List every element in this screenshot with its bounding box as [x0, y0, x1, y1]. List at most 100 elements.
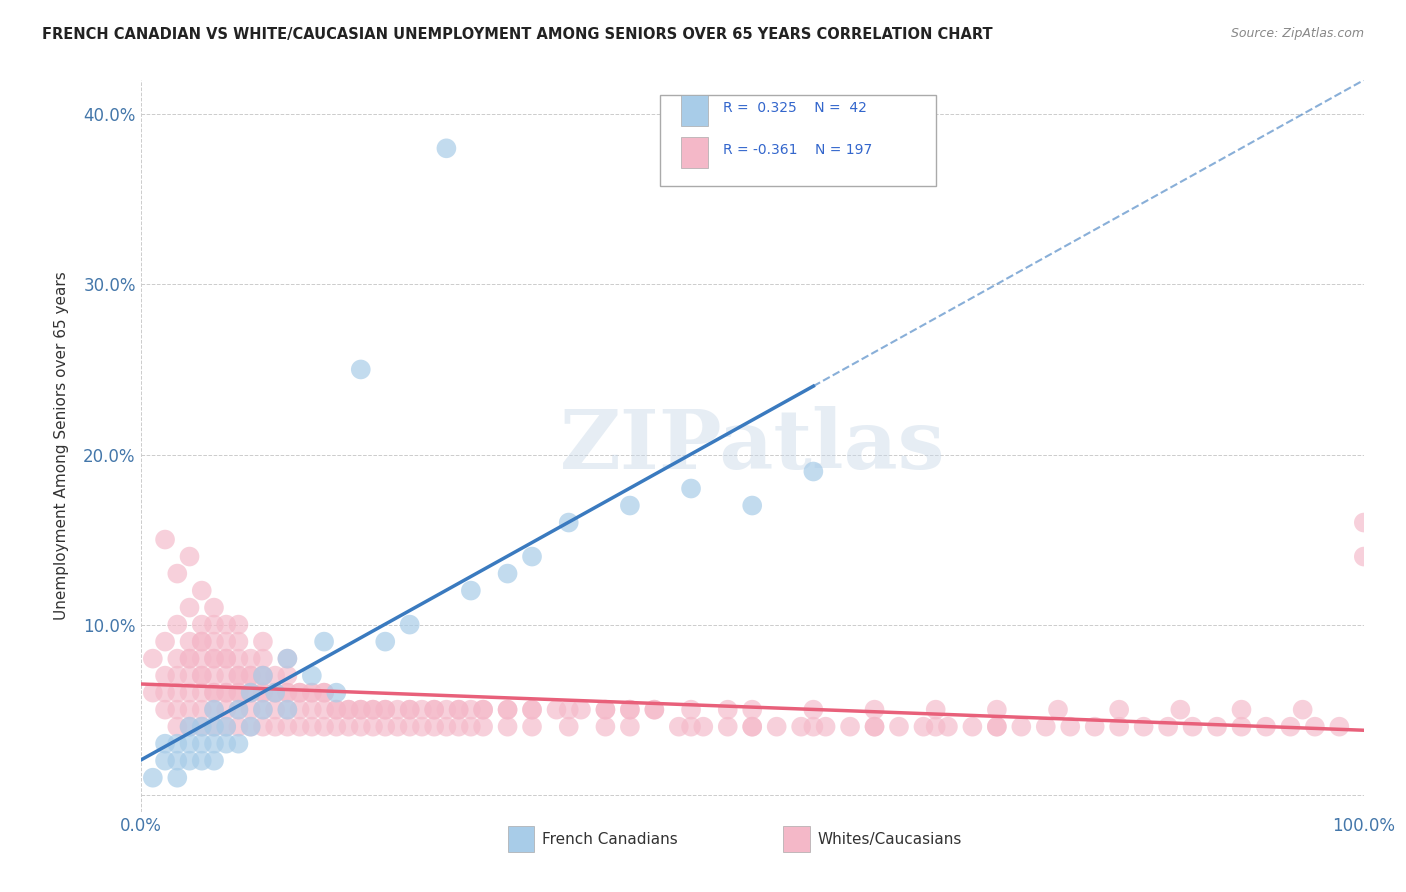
Point [276, 651, 298, 665]
Point [142, 771, 165, 785]
Point [717, 703, 740, 717]
Point [276, 686, 298, 700]
Point [361, 703, 384, 717]
Point [202, 600, 225, 615]
Point [153, 634, 176, 648]
Text: R =  0.325    N =  42: R = 0.325 N = 42 [723, 102, 866, 115]
Text: French Canadians: French Canadians [541, 831, 678, 847]
Point [741, 499, 763, 513]
Point [619, 720, 641, 734]
Point [1046, 703, 1069, 717]
Point [411, 720, 433, 734]
Point [398, 720, 420, 734]
Point [202, 651, 225, 665]
Point [986, 720, 1008, 734]
Point [619, 499, 641, 513]
Point [681, 720, 703, 734]
FancyBboxPatch shape [661, 95, 936, 186]
Point [153, 703, 176, 717]
Point [153, 686, 176, 700]
Point [1303, 720, 1326, 734]
Point [312, 703, 335, 717]
FancyBboxPatch shape [508, 826, 534, 852]
Point [398, 703, 420, 717]
Point [325, 703, 347, 717]
Point [228, 686, 250, 700]
Point [1279, 720, 1302, 734]
Text: Whites/Caucasians: Whites/Caucasians [817, 831, 962, 847]
Point [374, 703, 396, 717]
Point [166, 771, 188, 785]
Point [252, 686, 274, 700]
Point [312, 686, 335, 700]
Point [595, 703, 617, 717]
Point [191, 583, 214, 598]
Point [215, 720, 238, 734]
Point [839, 720, 862, 734]
Point [179, 634, 201, 648]
Point [447, 720, 470, 734]
Point [191, 737, 214, 751]
Point [595, 703, 617, 717]
Point [252, 686, 274, 700]
Point [215, 634, 238, 648]
Point [557, 720, 581, 734]
Point [252, 651, 274, 665]
Point [228, 720, 250, 734]
Point [350, 720, 373, 734]
Point [411, 703, 433, 717]
Point [681, 703, 703, 717]
Point [179, 703, 201, 717]
Point [1353, 549, 1375, 564]
Point [153, 668, 176, 682]
Point [153, 533, 176, 547]
Point [337, 720, 360, 734]
FancyBboxPatch shape [682, 95, 709, 126]
Point [228, 703, 250, 717]
Point [863, 720, 886, 734]
Point [423, 720, 446, 734]
Point [803, 465, 825, 479]
Point [325, 703, 347, 717]
Point [153, 754, 176, 768]
Point [619, 703, 641, 717]
Point [142, 651, 165, 665]
Point [301, 668, 323, 682]
Point [264, 686, 287, 700]
Point [643, 703, 665, 717]
Point [166, 737, 188, 751]
Point [191, 668, 214, 682]
Point [1157, 720, 1180, 734]
Point [228, 686, 250, 700]
Point [460, 703, 482, 717]
Point [191, 651, 214, 665]
Point [520, 703, 543, 717]
Point [202, 737, 225, 751]
Point [496, 720, 519, 734]
Point [765, 720, 787, 734]
Point [814, 720, 837, 734]
Point [166, 668, 188, 682]
Point [301, 686, 323, 700]
Point [1108, 703, 1130, 717]
Point [925, 720, 948, 734]
Point [264, 686, 287, 700]
Point [215, 651, 238, 665]
Point [741, 720, 763, 734]
Point [215, 617, 238, 632]
Point [312, 686, 335, 700]
Point [520, 703, 543, 717]
Point [398, 703, 420, 717]
Point [863, 703, 886, 717]
FancyBboxPatch shape [682, 137, 709, 168]
Point [191, 617, 214, 632]
Point [681, 482, 703, 496]
Point [472, 703, 495, 717]
Point [215, 720, 238, 734]
Point [179, 668, 201, 682]
Point [962, 720, 984, 734]
Point [276, 703, 298, 717]
Point [472, 720, 495, 734]
Point [202, 686, 225, 700]
Point [179, 600, 201, 615]
